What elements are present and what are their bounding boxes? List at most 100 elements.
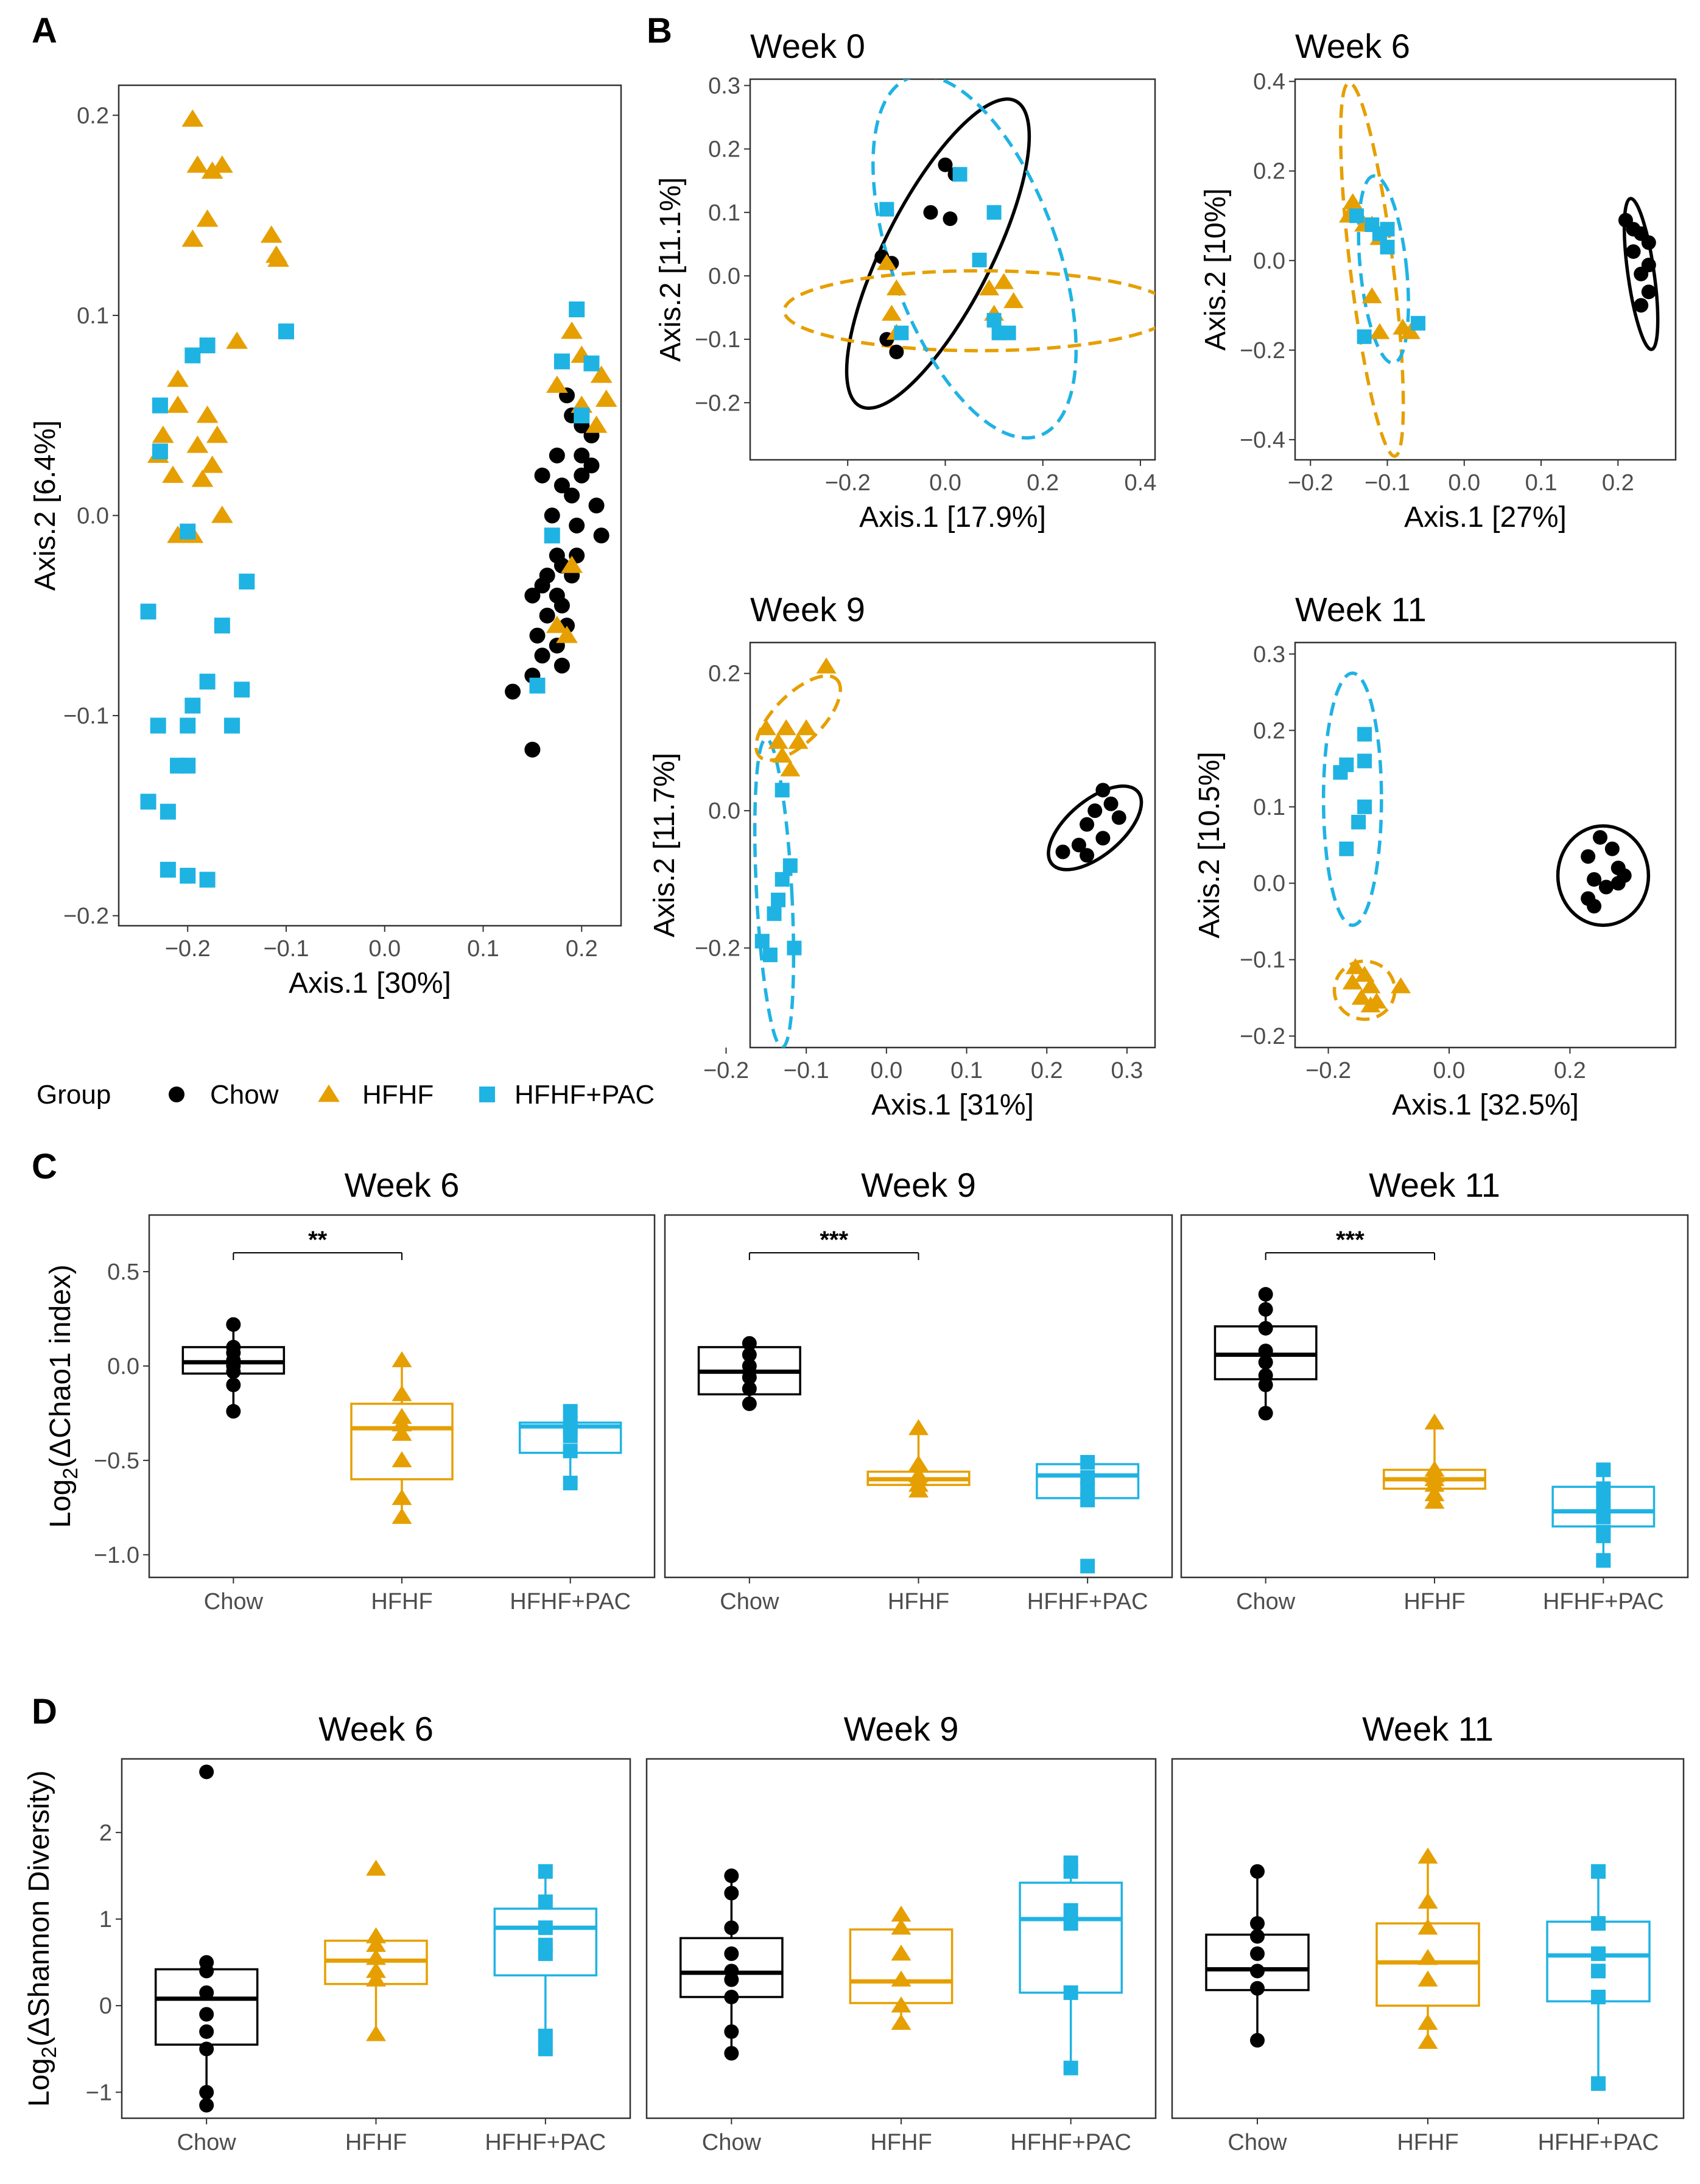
data-point bbox=[199, 1764, 214, 1780]
panel-label-a: A bbox=[32, 11, 57, 51]
point-hfhf bbox=[979, 279, 1000, 295]
y-tick-label: 0.5 bbox=[107, 1259, 139, 1285]
data-point bbox=[392, 1415, 412, 1432]
point-chow bbox=[505, 683, 521, 700]
data-point bbox=[891, 1944, 911, 1961]
data-point bbox=[1063, 2060, 1078, 2076]
point-chow bbox=[534, 467, 550, 484]
data-point bbox=[199, 2085, 214, 2100]
data-point bbox=[199, 2024, 214, 2039]
y-axis-label: Axis.2 [11.1%] bbox=[655, 177, 687, 362]
x-tick-label: Chow bbox=[720, 1589, 779, 1615]
y-tick-label: 0.1 bbox=[77, 303, 109, 329]
data-point bbox=[226, 1364, 241, 1379]
point-chow bbox=[1087, 803, 1103, 819]
x-tick-label: 0.0 bbox=[870, 1058, 902, 1083]
y-axis-label: Axis.2 [6.4%] bbox=[29, 420, 61, 591]
y-tick-label: −0.1 bbox=[63, 703, 109, 729]
data-point bbox=[1596, 1481, 1611, 1496]
data-point bbox=[1417, 1847, 1438, 1864]
point-hfhf-pac bbox=[1357, 799, 1372, 814]
x-tick-label: HFHF+PAC bbox=[485, 2130, 606, 2155]
data-point bbox=[563, 1476, 578, 1491]
point-hfhf-pac bbox=[774, 872, 790, 887]
point-hfhf bbox=[1345, 958, 1366, 974]
x-tick-label: 0.4 bbox=[1125, 470, 1157, 496]
legend-marker-hfhf-pac bbox=[479, 1087, 495, 1102]
point-hfhf-pac bbox=[986, 205, 1002, 220]
box-plot-d-week11: Week 11 Chow HFHF HFHF+PAC bbox=[1171, 1710, 1685, 2155]
x-tick-label: HFHF+PAC bbox=[1538, 2130, 1659, 2155]
x-tick-label: Chow bbox=[1228, 2130, 1287, 2155]
point-hfhf bbox=[772, 746, 793, 763]
point-hfhf bbox=[226, 331, 248, 349]
point-chow bbox=[569, 517, 585, 534]
data-point bbox=[1417, 2013, 1438, 2030]
data-point bbox=[724, 1920, 739, 1936]
point-chow bbox=[1592, 830, 1607, 845]
x-tick-label: 0.2 bbox=[1027, 470, 1059, 496]
data-point bbox=[1258, 1354, 1273, 1370]
point-chow bbox=[524, 587, 541, 604]
data-point bbox=[724, 1886, 739, 1901]
point-chow bbox=[1111, 810, 1126, 825]
confidence-ellipse-chow bbox=[1622, 197, 1660, 351]
data-point bbox=[538, 1864, 553, 1879]
point-chow bbox=[593, 527, 609, 544]
point-hfhf bbox=[191, 470, 214, 487]
point-chow bbox=[1581, 849, 1596, 864]
point-hfhf bbox=[595, 389, 617, 407]
data-point bbox=[366, 2025, 386, 2041]
x-tick-label: HFHF+PAC bbox=[1543, 1589, 1664, 1615]
point-chow bbox=[524, 741, 541, 758]
data-point bbox=[1596, 1509, 1611, 1524]
point-hfhf-pac bbox=[782, 858, 798, 873]
point-hfhf-pac bbox=[180, 867, 196, 884]
point-hfhf-pac bbox=[214, 618, 230, 634]
data-point bbox=[366, 1927, 386, 1943]
point-hfhf-pac bbox=[150, 717, 166, 734]
point-hfhf-pac bbox=[184, 697, 201, 714]
x-tick-label: 0.2 bbox=[1554, 1058, 1586, 1083]
data-point bbox=[1258, 1320, 1273, 1336]
data-point bbox=[1258, 1406, 1273, 1421]
significance-label: *** bbox=[1336, 1227, 1365, 1253]
data-point bbox=[1417, 2032, 1438, 2049]
data-point bbox=[1080, 1492, 1095, 1507]
point-hfhf-pac bbox=[1357, 753, 1372, 769]
plot-title: Week 11 bbox=[1369, 1166, 1500, 1204]
point-hfhf-pac bbox=[1380, 239, 1395, 255]
plot-title: Week 9 bbox=[844, 1710, 959, 1748]
point-hfhf-pac bbox=[972, 252, 987, 267]
point-hfhf-pac bbox=[1411, 315, 1426, 331]
y-tick-label: −0.1 bbox=[695, 327, 740, 353]
data-point bbox=[1591, 1964, 1606, 1979]
data-point bbox=[908, 1481, 929, 1498]
data-point bbox=[392, 1488, 412, 1506]
point-hfhf bbox=[776, 719, 796, 736]
data-point bbox=[1258, 1377, 1273, 1392]
x-tick-label: 0.1 bbox=[1525, 470, 1558, 496]
point-hfhf bbox=[590, 365, 613, 383]
data-point bbox=[1424, 1493, 1445, 1509]
plot-border bbox=[1294, 78, 1677, 461]
data-point bbox=[742, 1336, 757, 1351]
y-tick-label: −0.5 bbox=[94, 1448, 139, 1474]
data-point bbox=[724, 1989, 739, 2004]
y-axis-label-rest: (ΔChao1 index) bbox=[44, 1264, 77, 1468]
confidence-ellipse-chow bbox=[1047, 784, 1143, 872]
data-point bbox=[908, 1455, 929, 1471]
point-hfhf bbox=[881, 305, 902, 321]
point-chow bbox=[588, 498, 605, 513]
point-hfhf-pac bbox=[199, 872, 216, 888]
point-chow bbox=[943, 211, 958, 227]
point-chow bbox=[938, 157, 953, 172]
confidence-ellipse-hfhf bbox=[1339, 81, 1405, 458]
y-axis-label-main: Log bbox=[44, 1479, 77, 1528]
data-point bbox=[1250, 1964, 1265, 1979]
data-point bbox=[199, 2098, 214, 2113]
point-hfhf bbox=[1354, 965, 1375, 982]
y-tick-label: 0.1 bbox=[1253, 795, 1285, 820]
significance-label: ** bbox=[308, 1227, 328, 1253]
point-chow bbox=[553, 597, 570, 614]
